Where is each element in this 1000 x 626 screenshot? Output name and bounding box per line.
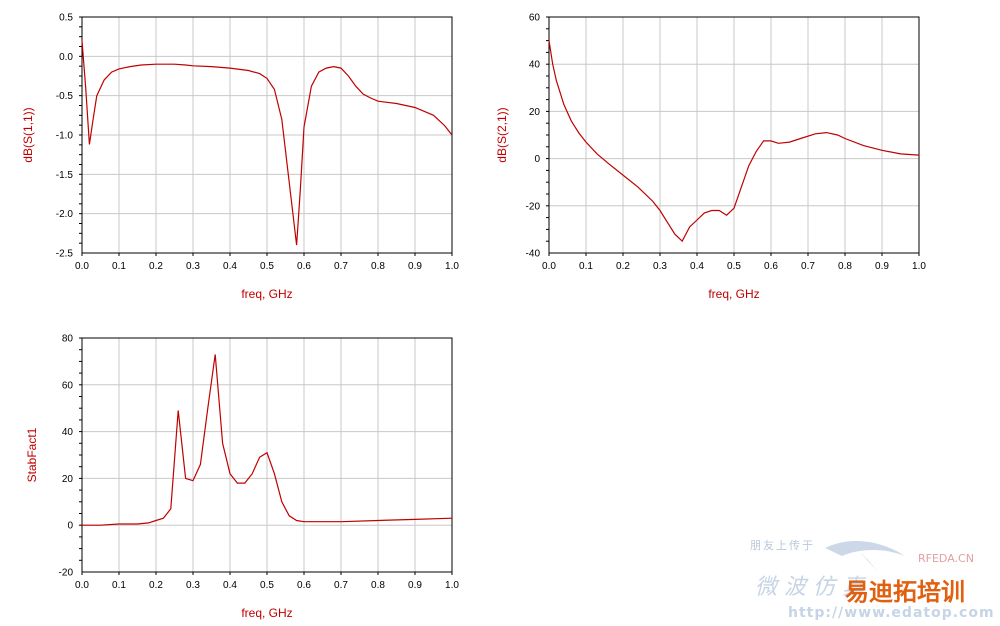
y-tick-label: -1.0 (56, 131, 74, 142)
x-tick-label: 0.3 (186, 580, 200, 591)
stab-series-line (82, 354, 453, 526)
x-tick-label: 0.9 (408, 580, 422, 591)
x-axis-title: freq, GHz (241, 606, 292, 620)
y-tick-label: 0.5 (59, 13, 73, 24)
x-tick-label: 0.5 (260, 580, 274, 591)
x-tick-label: 0.1 (579, 261, 593, 272)
y-tick-label: 0.0 (59, 52, 73, 63)
x-tick-label: 1.0 (445, 261, 459, 272)
watermark-url: http://www.edatop.com (788, 605, 995, 621)
x-tick-label: 0.0 (542, 261, 556, 272)
y-axis-title: StabFact1 (25, 427, 39, 482)
x-tick-label: 0.7 (334, 261, 348, 272)
y-tick-label: 0 (534, 154, 540, 165)
x-tick-label: 0.4 (223, 261, 237, 272)
x-tick-label: 0.7 (801, 261, 815, 272)
x-tick-label: 0.1 (112, 261, 126, 272)
x-tick-label: 0.6 (764, 261, 778, 272)
x-tick-label: 0.8 (371, 580, 385, 591)
x-tick-label: 0.9 (875, 261, 889, 272)
y-tick-label: 20 (62, 474, 74, 485)
y-tick-label: 40 (62, 427, 74, 438)
x-tick-label: 0.8 (838, 261, 852, 272)
x-tick-label: 0.5 (727, 261, 741, 272)
x-tick-label: 0.7 (334, 580, 348, 591)
s11-series-line (81, 40, 453, 246)
plot-stab: 0.0 0.1 0.2 0.3 0.4 0.5 0.6 0.7 0.8 0.9 1.0 80 60 40 2… (25, 334, 459, 621)
watermark-wing-icon (860, 552, 878, 572)
x-tick-label: 0.3 (653, 261, 667, 272)
y-tick-label: -20 (526, 201, 541, 212)
y-tick-label: -40 (526, 249, 541, 260)
y-tick-label: 0 (67, 521, 73, 532)
s21-series-line (548, 40, 920, 243)
y-tick-label: -1.5 (56, 170, 74, 181)
x-tick-label: 0.1 (112, 580, 126, 591)
x-tick-label: 0.2 (616, 261, 630, 272)
x-axis-title: freq, GHz (708, 287, 759, 301)
watermark: 朋友上传于 RFEDA.CN 微 波 仿 真 易迪拓培训 http://www.… (750, 538, 995, 621)
x-tick-label: 0.5 (260, 261, 274, 272)
watermark-brand-cn-faded: 微 波 仿 真 (755, 575, 867, 600)
x-tick-label: 0.2 (149, 580, 163, 591)
watermark-upload-text: 朋友上传于 (750, 538, 815, 552)
y-axis-title: dB(S(1,1)) (21, 107, 35, 162)
watermark-brand-en: RFEDA.CN (918, 552, 974, 565)
plot-frame (81, 337, 453, 573)
x-tick-label: 0.6 (297, 580, 311, 591)
watermark-brand-cn-main: 易迪拓培训 (845, 578, 965, 606)
x-tick-label: 0.4 (223, 580, 237, 591)
watermark-swoosh-icon (825, 541, 905, 556)
x-axis-title: freq, GHz (241, 287, 292, 301)
y-tick-label: 80 (62, 334, 74, 345)
x-tick-label: 0.3 (186, 261, 200, 272)
x-tick-label: 0.9 (408, 261, 422, 272)
y-tick-label: -0.5 (56, 91, 74, 102)
y-tick-label: 60 (62, 380, 74, 391)
plot-s11: 0.0 0.1 0.2 0.3 0.4 0.5 0.6 0.7 0.8 0.9 1.00.50.0-… (21, 13, 459, 302)
x-tick-label: 1.0 (445, 580, 459, 591)
x-tick-label: 0.6 (297, 261, 311, 272)
x-tick-label: 0.0 (75, 261, 89, 272)
plot-frame (548, 16, 920, 254)
x-tick-label: 0.8 (371, 261, 385, 272)
x-tick-label: 0.2 (149, 261, 163, 272)
x-tick-label: 0.4 (690, 261, 704, 272)
y-tick-label: -2.5 (56, 249, 74, 260)
plot-s21: 0.0 0.1 0.2 0.3 0.4 0.5 0.6 0.7 0.8 0.9 1.0 60 40 20 0… (495, 13, 926, 302)
y-tick-label: 20 (529, 107, 541, 118)
y-tick-label: -2.0 (56, 209, 74, 220)
y-tick-label: -20 (59, 568, 74, 579)
x-tick-label: 1.0 (912, 261, 926, 272)
y-tick-label: 40 (529, 60, 541, 71)
y-tick-label: 60 (529, 13, 541, 24)
x-tick-label: 0.0 (75, 580, 89, 591)
y-axis-title: dB(S(2,1)) (495, 107, 509, 162)
